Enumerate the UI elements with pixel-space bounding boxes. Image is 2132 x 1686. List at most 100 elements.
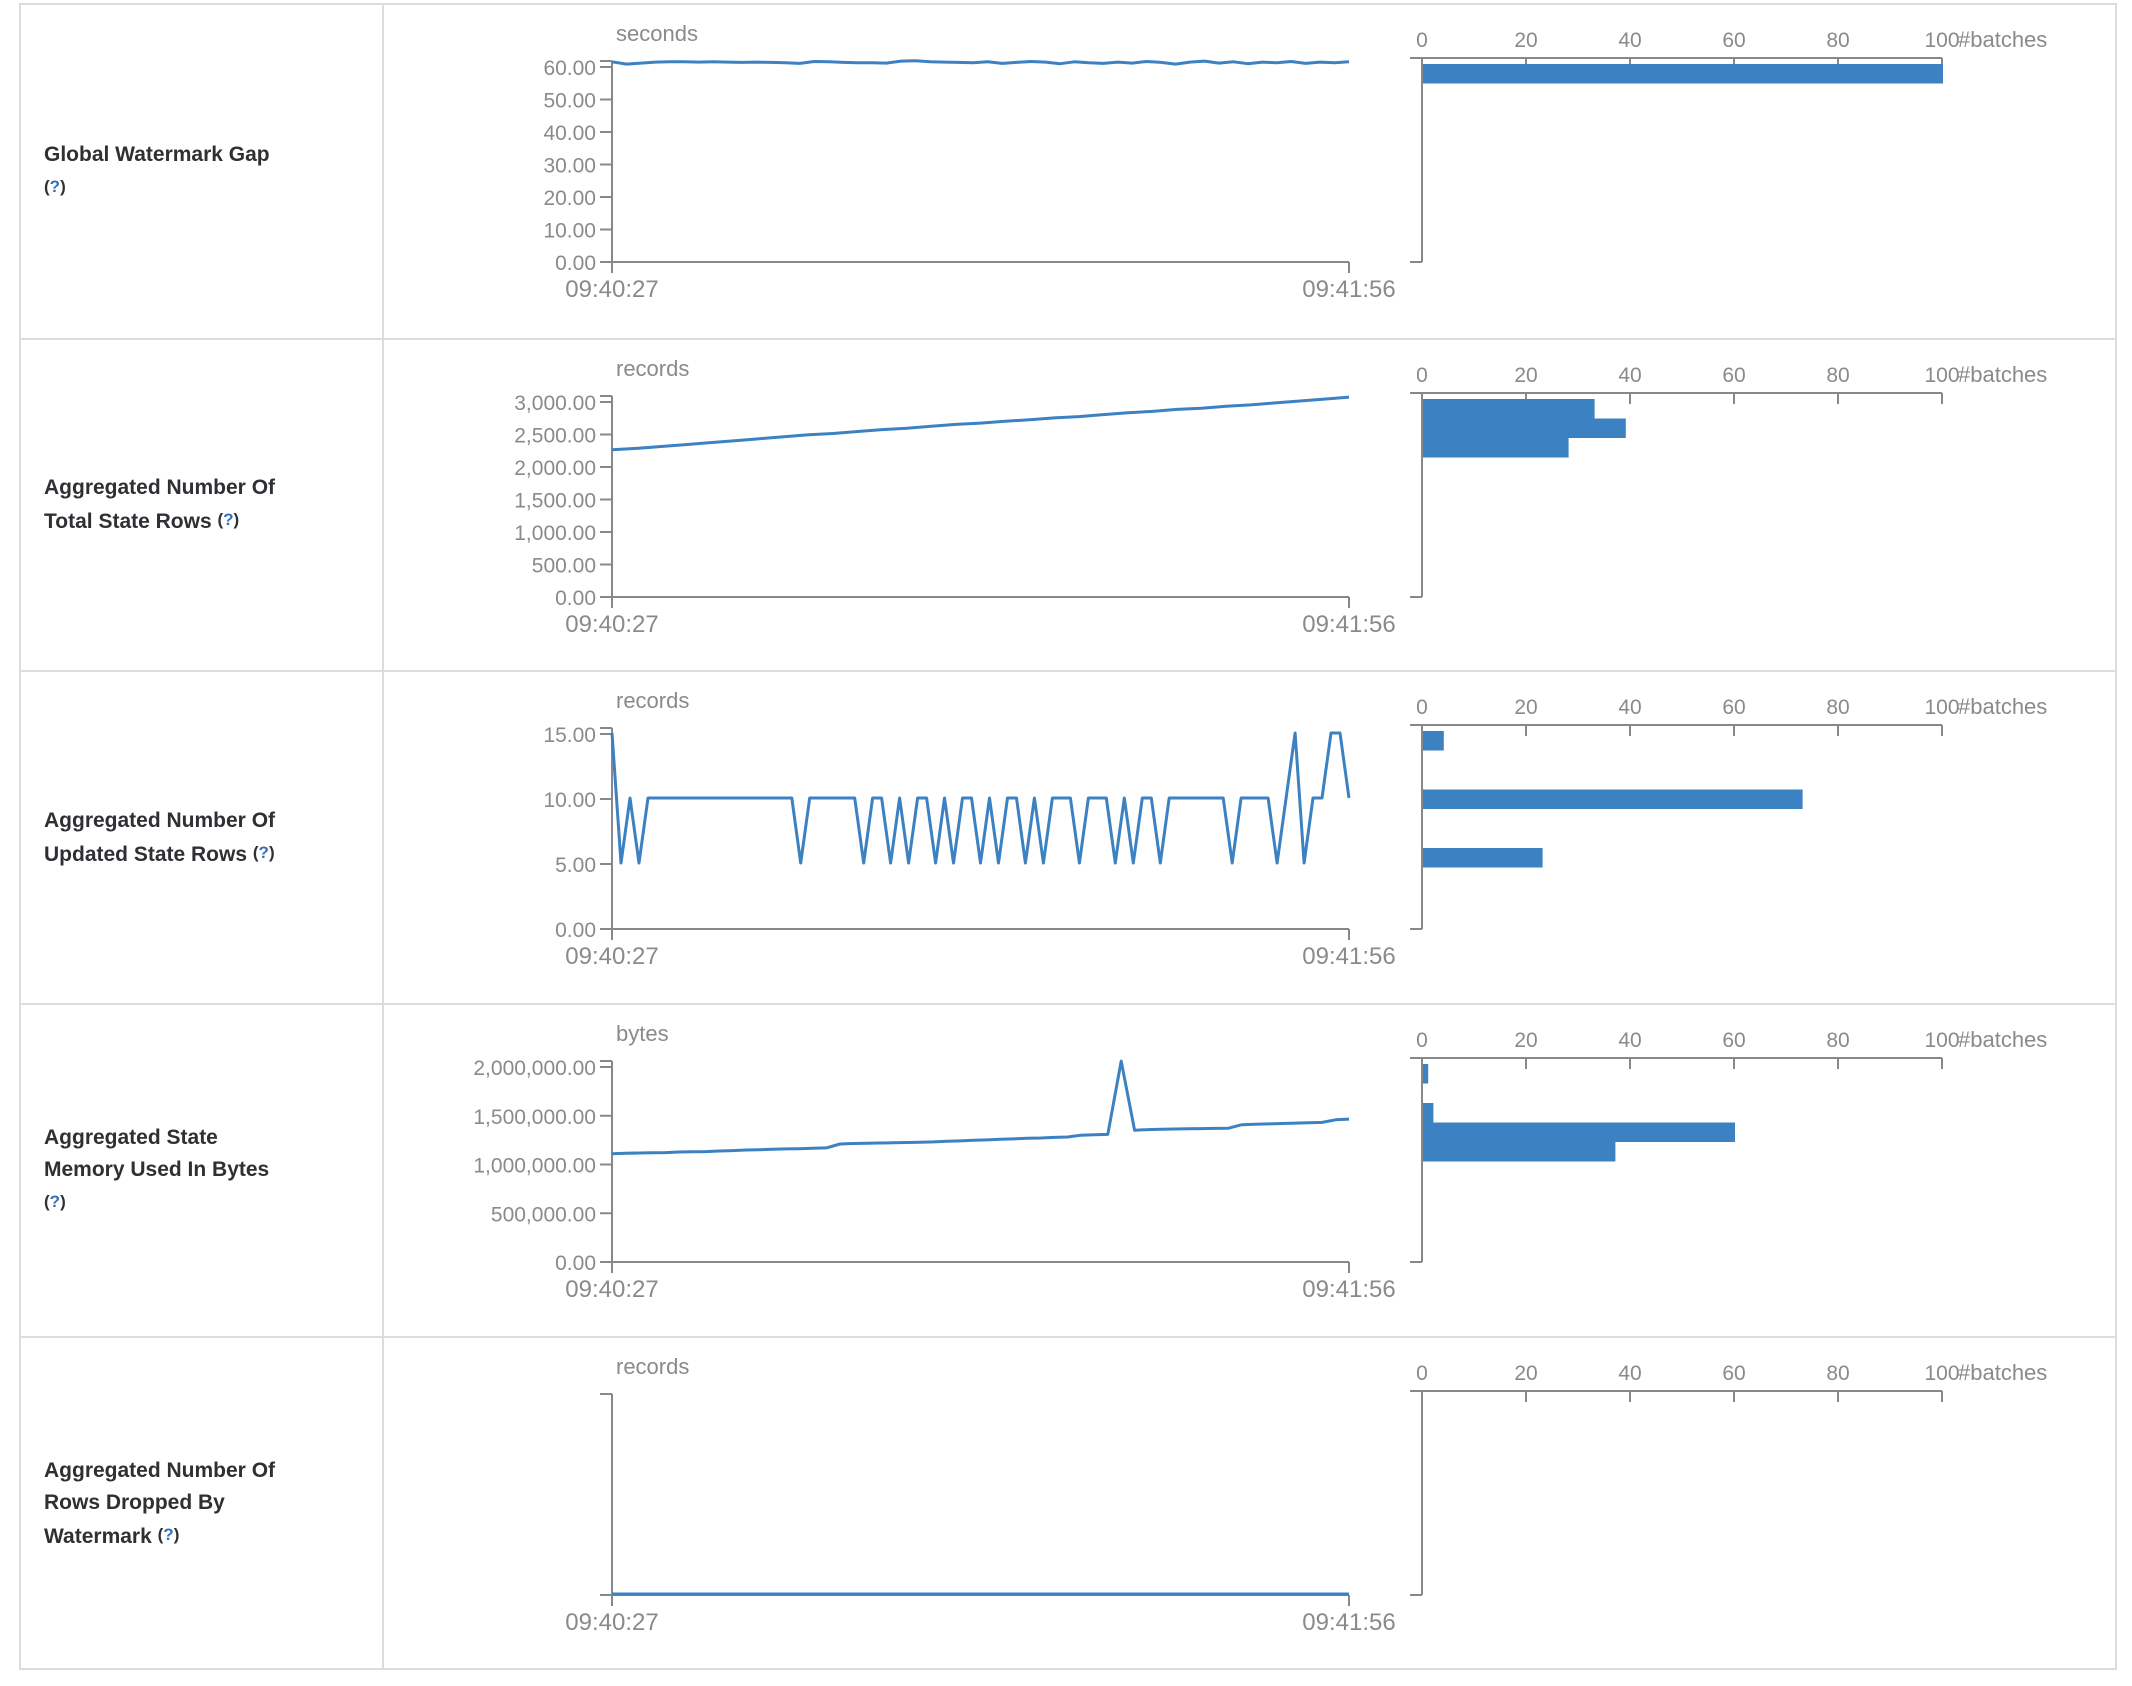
svg-text:records: records [616,688,689,713]
histogram-chart-updated-state-rows: 0 20 40 60 80 100#batches [1410,694,2047,930]
svg-text:09:41:56: 09:41:56 [1302,943,1395,970]
svg-text:#batches: #batches [1958,694,2047,719]
svg-text:09:40:27: 09:40:27 [565,943,658,970]
metric-label-line: Aggregated Number Of [44,808,276,832]
svg-text:bytes: bytes [616,1021,669,1046]
svg-text:80: 80 [1826,29,1849,52]
histogram-chart-total-state-rows: 0 20 40 60 80 100#batches [1410,362,2047,598]
svg-text:10.00: 10.00 [543,220,596,243]
svg-text:50.00: 50.00 [543,90,596,113]
streaming-statistics-table: Global Watermark Gap (?) seconds 60.00 50.… [19,3,2117,1670]
svg-text:09:40:27: 09:40:27 [565,276,658,303]
svg-text:5.00: 5.00 [555,854,596,877]
svg-text:40.00: 40.00 [543,122,596,145]
metric-label-updated-state-rows: Aggregated Number Of Updated State Rows … [21,672,384,1003]
metric-help: (?) [44,176,66,196]
timeline-chart-total-state-rows: records 3,000.00 2,500.00 2,000.00 1,500.00 1… [514,356,1395,638]
metric-help: (?) [44,1191,66,1211]
table-row: Aggregated State Memory Used In Bytes (?… [21,1003,2115,1336]
svg-text:0.00: 0.00 [555,919,596,942]
metric-label-rows-dropped-by-watermark: Aggregated Number Of Rows Dropped By Wat… [21,1338,384,1670]
histogram-cell: 0 20 40 60 80 100 #batches [1397,340,2119,670]
svg-text:#batches: #batches [1958,1360,2047,1385]
timeline-cell: records 15.00 10.00 5.00 0.00 09:40:27 09:41:5… [384,672,1397,1003]
svg-text:500,000.00: 500,000.00 [491,1203,596,1226]
table-row: Global Watermark Gap (?) seconds 60.00 50.… [21,5,2115,338]
metric-label-line: Global Watermark Gap [44,142,270,166]
svg-text:0: 0 [1416,696,1428,719]
svg-text:0.00: 0.00 [555,1252,596,1275]
help-link[interactable]: ? [49,176,61,196]
help-link[interactable]: ? [223,510,234,529]
svg-text:09:41:56: 09:41:56 [1302,276,1395,303]
timeline-cell: bytes 2,000,000.00 1,500,000.00 1,000,000.0… [384,1005,1397,1336]
table-row: Aggregated Number Of Rows Dropped By Wat… [21,1336,2115,1670]
svg-text:80: 80 [1826,1362,1849,1385]
metric-label-line: Watermark (?) [44,1525,180,1548]
svg-text:40: 40 [1618,696,1641,719]
metric-label-total-state-rows: Aggregated Number Of Total State Rows (?… [21,340,384,670]
histogram-cell: 0 20 40 60 80 100 #batches [1397,1005,2119,1336]
svg-text:20: 20 [1514,1029,1537,1052]
svg-text:1,500.00: 1,500.00 [514,490,596,513]
metric-label-global-watermark-gap: Global Watermark Gap (?) [21,5,384,338]
svg-text:20.00: 20.00 [543,187,596,210]
svg-text:40: 40 [1618,1362,1641,1385]
histogram-chart-state-memory-used: 0 20 40 60 80 100#batches [1410,1027,2047,1263]
svg-text:1,500,000.00: 1,500,000.00 [473,1106,596,1129]
svg-text:2,000.00: 2,000.00 [514,457,596,480]
svg-text:40: 40 [1618,29,1641,52]
help-link[interactable]: ? [258,842,269,862]
svg-text:#batches: #batches [1958,1027,2047,1052]
svg-text:0.00: 0.00 [555,252,596,275]
svg-text:0: 0 [1416,1362,1428,1385]
svg-text:500.00: 500.00 [532,555,596,578]
help-link[interactable]: ? [49,1191,61,1211]
timeline-chart-state-memory-used: bytes 2,000,000.00 1,500,000.00 1,000,000.0… [473,1021,1395,1303]
metric-label-line: Memory Used In Bytes [44,1157,270,1181]
svg-text:0: 0 [1416,364,1428,387]
svg-text:100: 100 [1924,1029,1959,1052]
svg-text:09:41:56: 09:41:56 [1302,1609,1395,1636]
histogram-cell: 0 20 40 60 80 100 #batches [1397,1338,2119,1670]
svg-text:20: 20 [1514,696,1537,719]
svg-text:3,000.00: 3,000.00 [514,392,596,415]
svg-text:1,000,000.00: 1,000,000.00 [473,1155,596,1178]
svg-text:80: 80 [1826,1029,1849,1052]
metric-label-line: Rows Dropped By [44,1491,225,1514]
svg-text:records: records [616,1354,689,1379]
metric-label-line: Updated State Rows (?) [44,842,275,866]
svg-text:09:41:56: 09:41:56 [1302,611,1395,638]
svg-text:2,000,000.00: 2,000,000.00 [473,1057,596,1080]
svg-text:0.00: 0.00 [555,587,596,610]
svg-text:20: 20 [1514,364,1537,387]
timeline-chart-global-watermark-gap: seconds 60.00 50.00 40.00 30.00 20.00 10.00 0.0… [543,21,1395,303]
histogram-cell: 0 20 40 60 80 100 #batches [1397,672,2119,1003]
svg-text:20: 20 [1514,1362,1537,1385]
timeline-cell: records 3,000.00 2,500.00 2,000.00 1,500.00 1… [384,340,1397,670]
svg-text:60: 60 [1722,1029,1745,1052]
svg-text:09:41:56: 09:41:56 [1302,1276,1395,1303]
svg-text:80: 80 [1826,364,1849,387]
svg-text:100: 100 [1924,1362,1959,1385]
svg-text:0: 0 [1416,29,1428,52]
svg-text:60: 60 [1722,696,1745,719]
svg-text:2,500.00: 2,500.00 [514,425,596,448]
metric-label-state-memory-used: Aggregated State Memory Used In Bytes (?… [21,1005,384,1336]
histogram-cell: 0 20 40 60 80 100 #batches [1397,5,2119,338]
svg-text:40: 40 [1618,1029,1641,1052]
svg-text:15.00: 15.00 [543,724,596,747]
svg-text:60: 60 [1722,364,1745,387]
svg-text:60: 60 [1722,1362,1745,1385]
svg-text:60: 60 [1722,29,1745,52]
svg-text:40: 40 [1618,364,1641,387]
svg-text:1,000.00: 1,000.00 [514,522,596,545]
svg-text:09:40:27: 09:40:27 [565,1609,658,1636]
histogram-chart-global-watermark-gap: 0 20 40 60 80 100#batches [1410,27,2047,263]
metric-label-line: Aggregated Number Of [44,1459,276,1482]
help-link[interactable]: ? [163,1525,174,1544]
timeline-cell: seconds 60.00 50.00 40.00 30.00 20.00 10.00 0.0… [384,5,1397,338]
svg-text:09:40:27: 09:40:27 [565,1276,658,1303]
timeline-chart-rows-dropped-by-watermark: records 09:40:27 09:41:56 [565,1354,1395,1636]
svg-text:#batches: #batches [1958,362,2047,387]
